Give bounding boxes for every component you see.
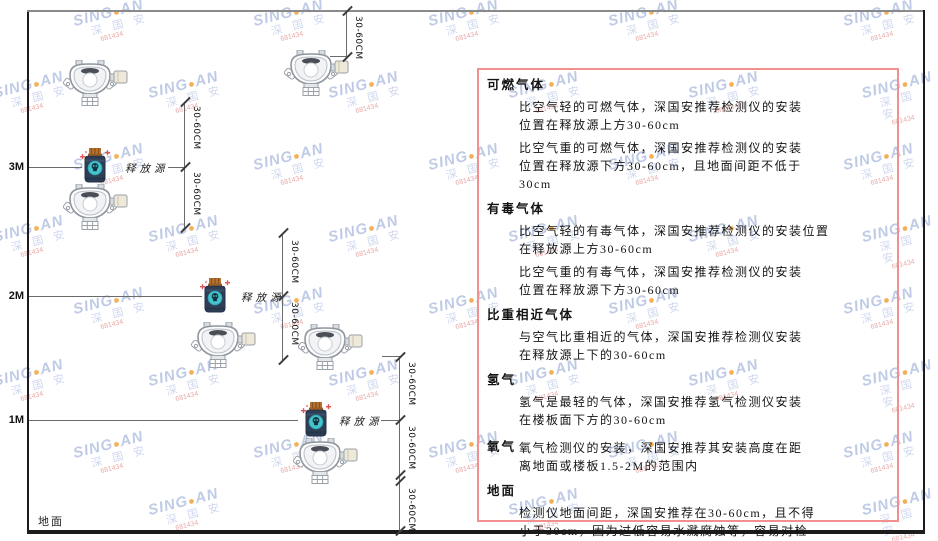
section-paragraph: 比空气重的有毒气体，深国安推荐检测仪的安装 位置在释放源下方30-60cm (519, 265, 803, 297)
section-heading: 氢气 (487, 373, 517, 387)
dimension-label: 30-60CM (406, 426, 416, 470)
section-oxygen: 氧气 氧气检测仪的安装，深国安推荐其安装高度在距 离地面或楼板1.5-2M的范围… (479, 439, 897, 475)
section-heading: 氧气 (487, 440, 517, 454)
release-source-2m-icon (199, 277, 231, 320)
leader-3m (29, 167, 82, 168)
section-heading: 有毒气体 (487, 202, 546, 216)
guideline-panel: 可燃气体 比空气轻的可燃气体，深国安推荐检测仪的安装 位置在释放源上方30-60… (477, 68, 899, 538)
ceiling-line (27, 10, 925, 12)
gas-detector-icon (296, 323, 363, 375)
section-toxic: 有毒气体 比空气轻的有毒气体，深国安推荐检测仪的安装位置 在释放源上方30-60… (479, 201, 897, 299)
section-combustible: 可燃气体 比空气轻的可燃气体，深国安推荐检测仪的安装 位置在释放源上方30-60… (479, 77, 897, 193)
section-heading: 比重相近气体 (487, 308, 575, 322)
dimension-tick (180, 222, 191, 234)
gas-detector-icon (189, 321, 256, 373)
right-wall (923, 10, 925, 534)
dim-ext-ceiling (330, 56, 347, 57)
section-heading: 可燃气体 (487, 78, 546, 92)
dimension-label: 30-60CM (191, 172, 201, 216)
release-source-3m-label: 释放源 (125, 164, 169, 175)
release-source-2m-label: 释放源 (241, 293, 285, 304)
leader-1m-b (381, 420, 401, 421)
section-ground: 地面 检测仪地面间距，深国安推荐在30-60cm，且不得 小于30cm，因为过低… (479, 483, 897, 541)
ground-label: 地面 (38, 516, 64, 528)
dimension-tick (278, 354, 289, 366)
dim-line-ceiling (346, 11, 347, 57)
dim-ext-1m (382, 356, 400, 357)
dim-line-1m (399, 357, 400, 532)
gas-detector-icon (61, 183, 128, 235)
section-heading: 地面 (487, 484, 517, 498)
dimension-label: 30-60CM (191, 106, 201, 150)
dimension-label: 30-60CM (406, 488, 416, 532)
gas-detector-icon (61, 59, 128, 111)
gas-detector-icon (282, 49, 349, 101)
dimension-label: 30-60CM (289, 240, 299, 284)
dimension-tick (395, 351, 406, 363)
leader-1m (29, 420, 298, 421)
height-label-3m: 3M (8, 161, 24, 173)
release-source-1m-label: 释放源 (339, 417, 383, 428)
dimension-tick (278, 227, 289, 239)
dimension-tick (180, 96, 191, 108)
leader-2m-b (275, 296, 284, 297)
section-paragraph: 比空气重的可燃气体，深国安推荐检测仪的安装 位置在释放源下方30-60cm，且地… (519, 141, 803, 191)
height-label-1m: 1M (8, 414, 24, 426)
section-paragraph: 氧气检测仪的安装，深国安推荐其安装高度在距 离地面或楼板1.5-2M的范围内 (519, 441, 803, 473)
gas-detector-icon (291, 437, 358, 489)
height-label-2m: 2M (8, 290, 24, 302)
section-paragraph: 氢气是最轻的气体，深国安推荐氢气检测仪安装 在楼板面下方的30-60cm (519, 395, 803, 427)
section-similar-density: 比重相近气体 与空气比重相近的气体，深国安推荐检测仪安装 在释放源上下的30-6… (479, 307, 897, 364)
leader-3m-b (168, 167, 186, 168)
section-paragraph: 检测仪地面间距，深国安推荐在30-60cm，且不得 小于30cm，因为过低容易水… (519, 506, 816, 538)
dimension-label: 30-60CM (289, 302, 299, 346)
section-paragraph: 与空气比重相近的气体，深国安推荐检测仪安装 在释放源上下的30-60cm (519, 330, 803, 362)
dimension-label: 30-60CM (406, 362, 416, 406)
leader-2m (29, 296, 202, 297)
ground-line (27, 530, 925, 534)
section-paragraph: 比空气轻的有毒气体，深国安推荐检测仪的安装位置 在释放源上方30-60cm (519, 224, 830, 256)
left-wall (27, 10, 29, 534)
dimension-label: 30-60CM (353, 16, 363, 60)
section-hydrogen: 氢气 氢气是最轻的气体，深国安推荐氢气检测仪安装 在楼板面下方的30-60cm (479, 372, 897, 429)
section-paragraph: 比空气轻的可燃气体，深国安推荐检测仪的安装 位置在释放源上方30-60cm (519, 100, 803, 132)
